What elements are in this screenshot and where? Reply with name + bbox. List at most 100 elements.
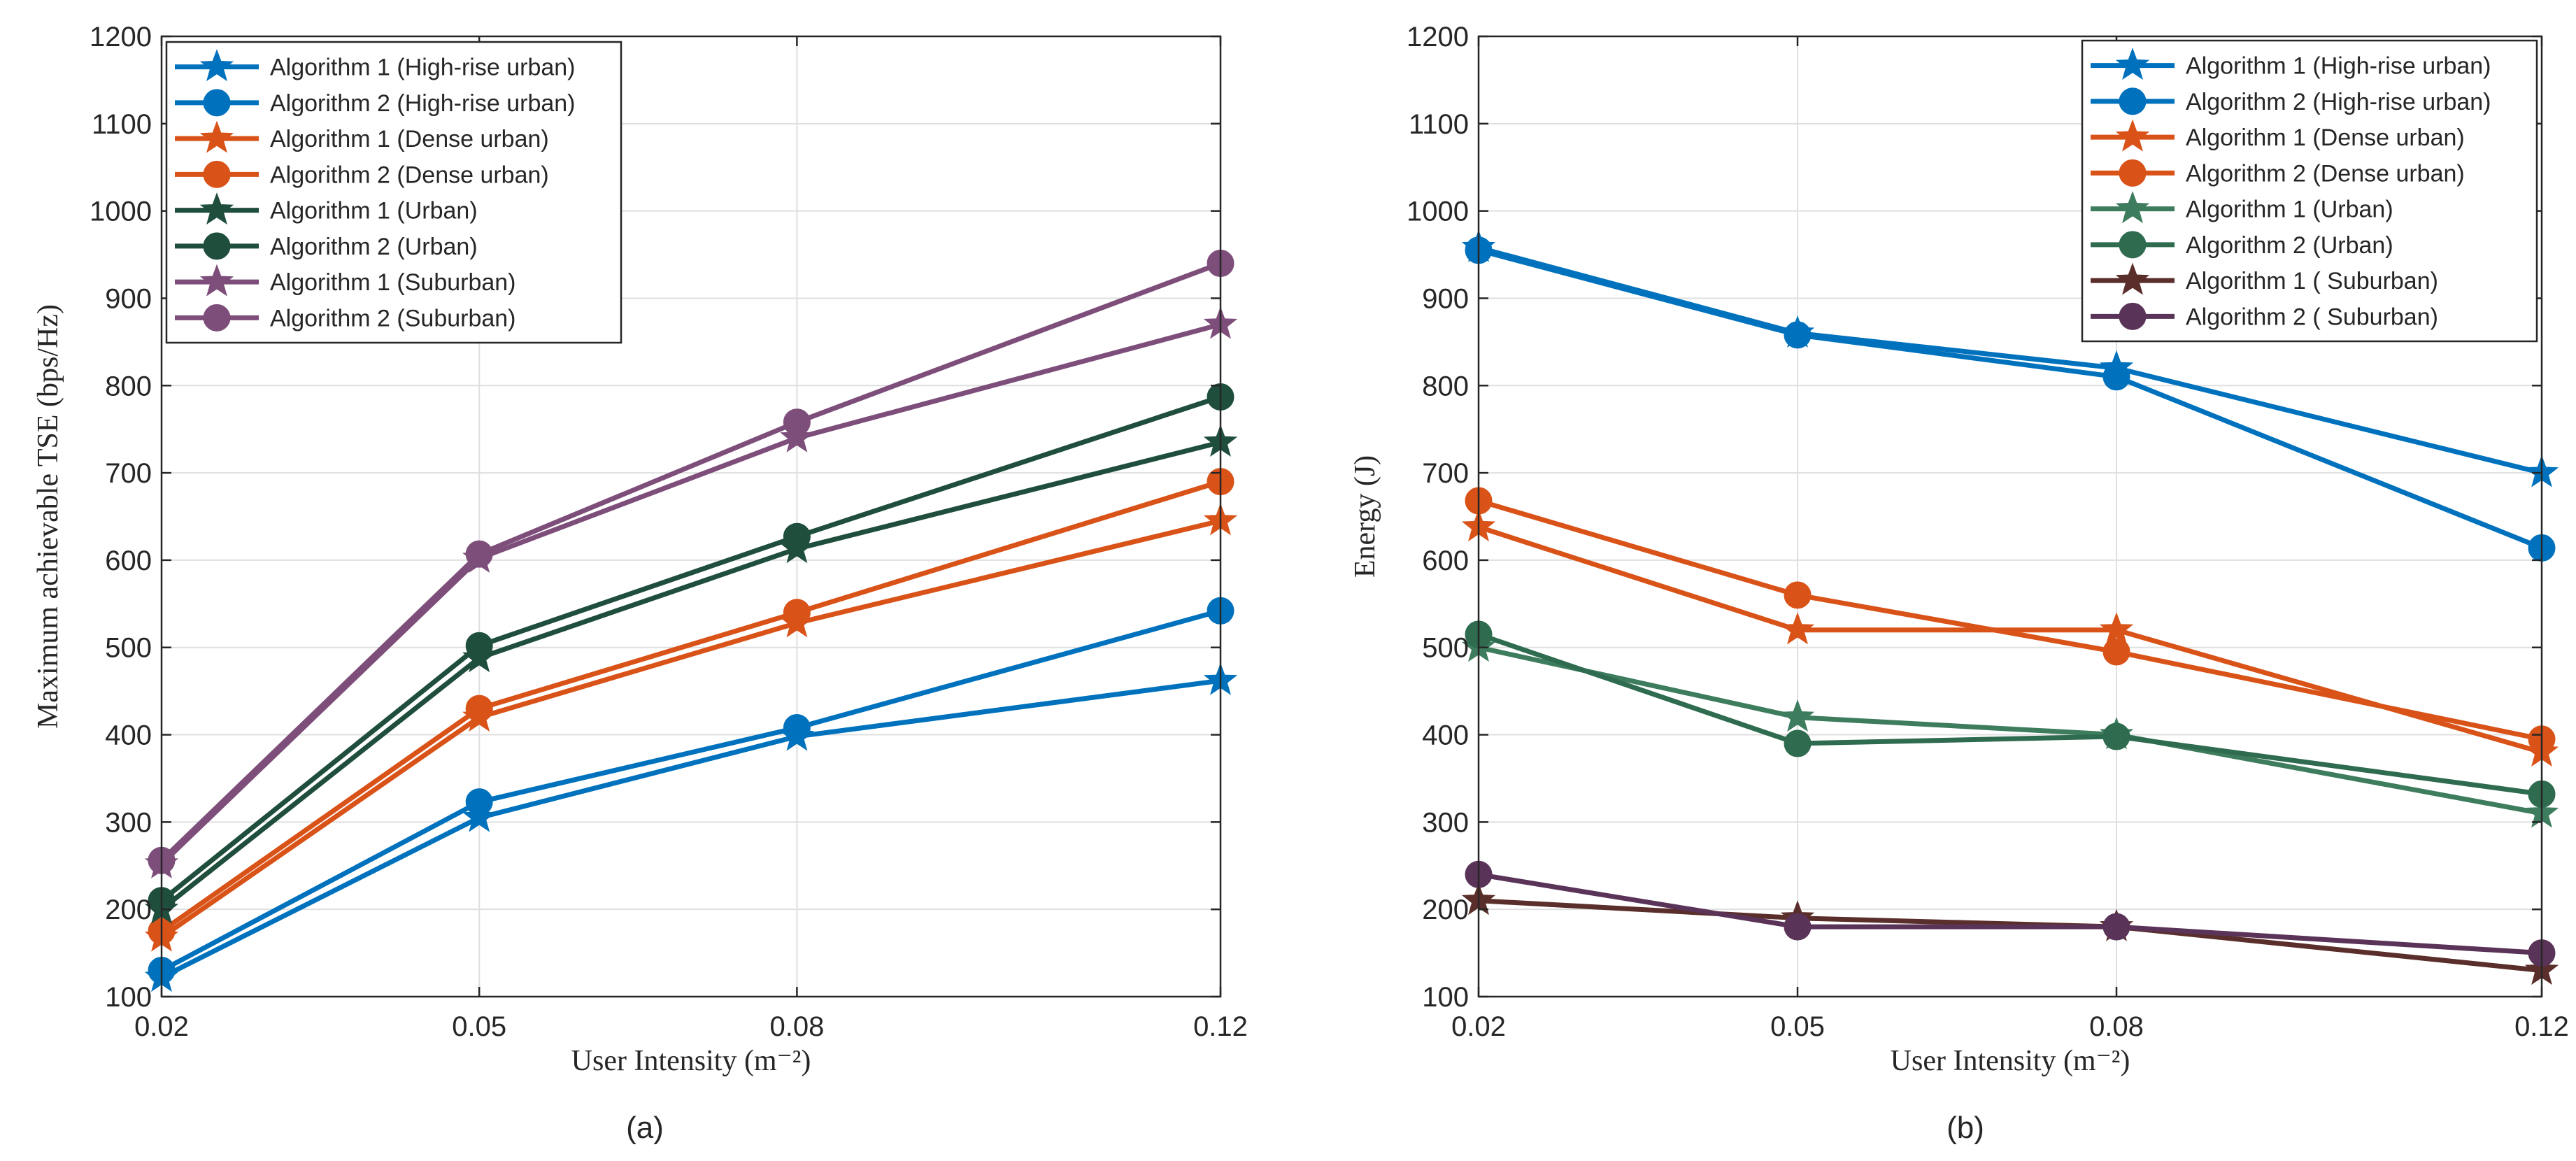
legend: Algorithm 1 (High-rise urban) Algorithm 2…	[165, 41, 622, 344]
legend-item: Algorithm 1 ( Suburban)	[2091, 262, 2438, 295]
legend-label: Algorithm 2 (Urban)	[270, 234, 478, 260]
y-tick-label: 400	[105, 720, 152, 751]
data-point-circle	[1784, 321, 1812, 349]
legend-item: Algorithm 1 (Dense urban)	[175, 120, 549, 153]
legend-label: Algorithm 1 (High-rise urban)	[270, 55, 576, 81]
y-tick-label: 1200	[90, 22, 152, 52]
legend-item: Algorithm 2 ( Suburban)	[2091, 302, 2438, 330]
series-line	[160, 608, 1221, 973]
y-tick-label: 300	[1422, 807, 1469, 838]
legend-marker-star	[199, 264, 234, 297]
subfigure-caption: (b)	[1947, 1111, 1984, 1145]
data-point-circle	[1784, 729, 1812, 757]
y-tick-label: 700	[1422, 458, 1469, 489]
legend-marker-circle	[2119, 159, 2147, 187]
data-point-circle	[1784, 913, 1812, 941]
data-point-star	[2099, 612, 2134, 645]
legend-label: Algorithm 2 (Dense urban)	[270, 162, 549, 188]
legend-item: Algorithm 1 (Urban)	[2091, 191, 2393, 224]
chart-a: 100 200 300 400 500 600 700 800 900 1000 1100 1200 0…	[32, 22, 1248, 1145]
legend-item: Algorithm 2 (Urban)	[175, 232, 478, 260]
x-tick-label: 0.05	[452, 1011, 506, 1042]
legend-item: Algorithm 2 (High-rise urban)	[2091, 87, 2491, 115]
legend-marker-circle	[2119, 302, 2147, 330]
legend-item: Algorithm 2 (Dense urban)	[2091, 159, 2465, 187]
legend-marker-star	[2115, 262, 2150, 295]
series-line	[159, 394, 1222, 903]
y-tick-label: 200	[105, 895, 152, 925]
x-tick-label: 0.12	[2514, 1011, 2569, 1042]
legend-marker-star	[199, 49, 234, 82]
data-point-circle	[465, 788, 493, 816]
data-point-circle	[783, 714, 811, 742]
legend-label: Algorithm 1 (Suburban)	[270, 269, 516, 296]
axes-box	[1477, 35, 2543, 998]
y-tick-label: 800	[1422, 371, 1469, 401]
y-tick-label: 400	[1422, 720, 1469, 751]
series-line	[159, 322, 1221, 866]
legend-item: Algorithm 2 (High-rise urban)	[175, 89, 576, 117]
y-tick-label: 1100	[1409, 109, 1469, 140]
data-point-circle	[2102, 722, 2130, 750]
y-tick-label: 900	[105, 283, 152, 314]
legend-item: Algorithm 2 (Dense urban)	[175, 160, 549, 188]
legend-label: Algorithm 1 (Urban)	[270, 198, 478, 225]
data-point-circle	[1784, 581, 1812, 609]
legend-label: Algorithm 1 (Dense urban)	[2186, 124, 2465, 151]
legend-marker-circle	[203, 304, 231, 332]
legend-item: Algorithm 1 (Urban)	[175, 192, 478, 225]
legend-marker-circle	[203, 89, 231, 117]
data-point-star	[1780, 699, 1815, 732]
legend-marker-star	[2115, 48, 2150, 80]
legend-marker-circle	[2119, 231, 2147, 259]
legend-label: Algorithm 2 (Dense urban)	[2186, 160, 2465, 187]
series-line	[1478, 498, 2542, 742]
y-tick-label: 100	[105, 982, 152, 1013]
x-tick-label: 0.08	[2089, 1011, 2144, 1042]
legend-marker-star	[199, 120, 234, 153]
x-tick-label: 0.12	[1193, 1011, 1248, 1042]
data-point-circle	[783, 599, 811, 627]
legend-item: Algorithm 1 (Suburban)	[175, 264, 516, 297]
y-tick-label: 900	[1422, 283, 1469, 314]
legend-label: Algorithm 2 (High-rise urban)	[2186, 89, 2491, 115]
x-tick-label: 0.08	[769, 1011, 824, 1042]
y-tick-label: 500	[105, 633, 152, 664]
y-axis-label: Energy (J)	[1349, 455, 1381, 578]
legend-marker-star	[2115, 119, 2150, 152]
legend-label: Algorithm 1 (High-rise urban)	[2186, 53, 2491, 80]
x-axis-label: User Intensity (m⁻²)	[571, 1045, 811, 1077]
data-point-circle	[2102, 363, 2130, 391]
series-line	[1477, 525, 2542, 755]
series-line	[1478, 898, 2542, 974]
x-tick-label: 0.05	[1770, 1011, 1825, 1042]
y-tick-label: 700	[105, 458, 152, 489]
legend-item: Algorithm 2 (Suburban)	[175, 304, 516, 332]
series-6	[1465, 620, 2556, 808]
series-6	[148, 383, 1234, 915]
y-tick-label: 600	[1422, 546, 1469, 576]
axes-box	[160, 35, 1222, 998]
series-line	[160, 518, 1221, 939]
legend-box	[2081, 39, 2538, 343]
series-line	[159, 440, 1221, 911]
data-point-circle	[783, 522, 811, 550]
data-point-circle	[2102, 913, 2130, 941]
legend-label: Algorithm 2 (Urban)	[2186, 232, 2393, 259]
data-point-star	[462, 799, 497, 832]
series-line	[160, 678, 1221, 980]
legend-marker-circle	[2119, 87, 2147, 115]
data-point-circle	[783, 408, 811, 436]
y-tick-label: 600	[105, 546, 152, 576]
y-tick-label: 500	[1422, 633, 1469, 664]
y-tick-label: 200	[1422, 895, 1469, 925]
series-line	[1478, 645, 2542, 816]
legend-label: Algorithm 1 (Urban)	[2186, 197, 2393, 223]
y-tick-label: 800	[105, 371, 152, 401]
x-tick-label: 0.02	[134, 1011, 189, 1042]
legend-label: Algorithm 2 (Suburban)	[270, 305, 516, 332]
legend-marker-star	[2115, 191, 2150, 224]
legend-label: Algorithm 2 (High-rise urban)	[270, 90, 576, 117]
series-line	[159, 479, 1222, 934]
